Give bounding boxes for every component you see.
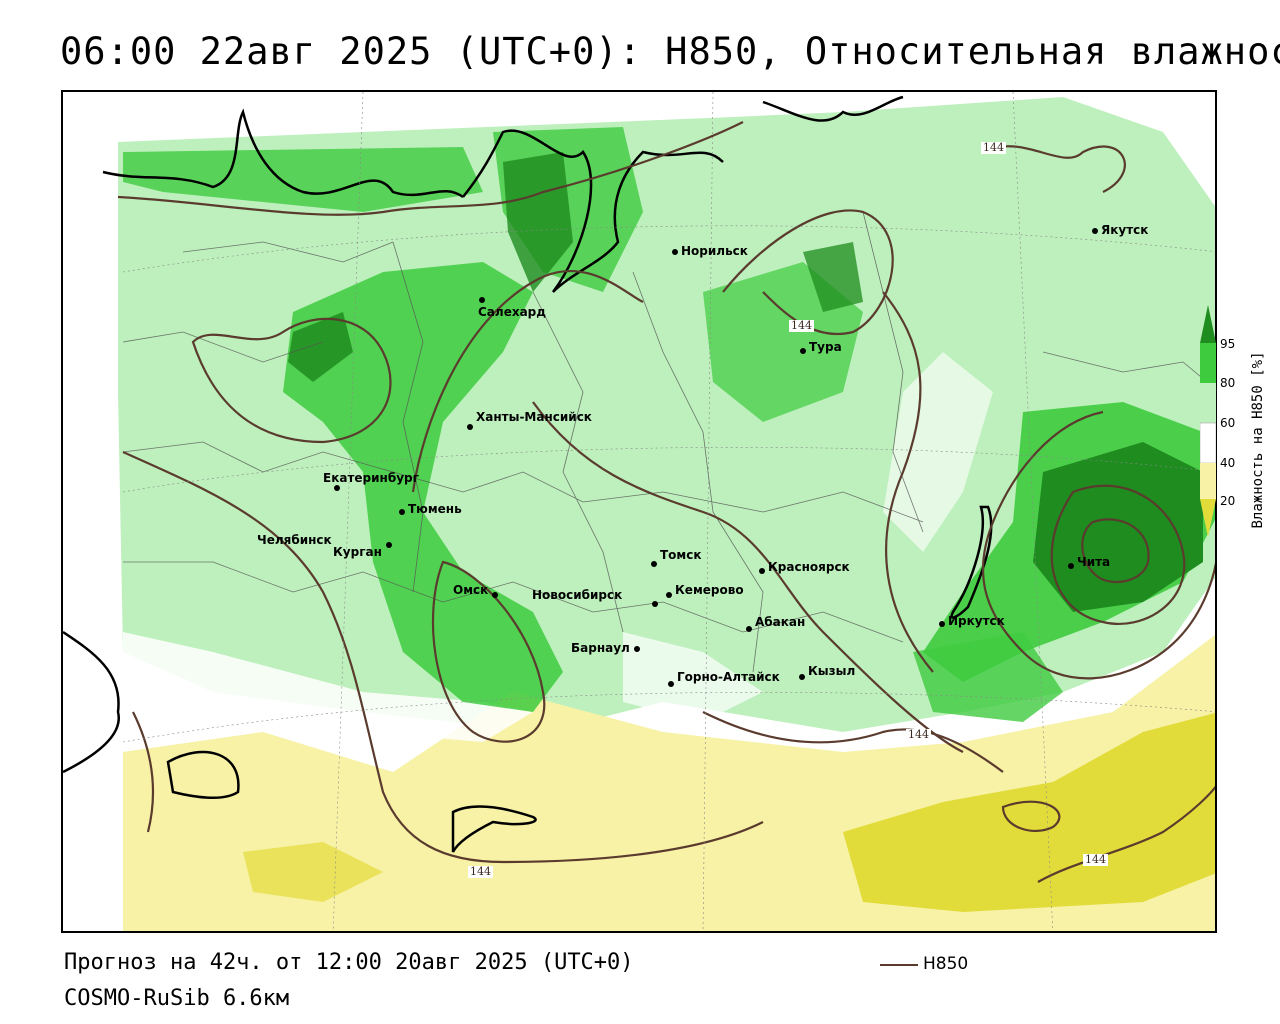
map-title: 06:00 22авг 2025 (UTC+0): H850, Относите… xyxy=(60,30,1280,73)
contour-legend-label: H850 xyxy=(923,954,969,974)
city-marker: Якутск xyxy=(1092,224,1148,236)
legend-tick: 95 xyxy=(1220,337,1236,351)
rh-dry-area xyxy=(843,713,1215,912)
city-marker: Красноярск xyxy=(759,561,850,576)
city-marker: Тура xyxy=(800,341,842,356)
city-marker: Салехард xyxy=(478,293,556,318)
graticule xyxy=(122,92,1215,931)
contour-label: 144 xyxy=(468,865,493,878)
rh-40-area-2 xyxy=(623,632,763,722)
rh-95-area-3 xyxy=(503,152,573,292)
admin-boundaries xyxy=(122,211,1215,673)
rh-80-area-2 xyxy=(123,147,483,212)
city-marker: Ханты-Мансийск xyxy=(467,411,592,432)
city-marker: Иркутск xyxy=(939,615,1005,629)
contour-label: 144 xyxy=(789,319,814,332)
rh-95-area-2 xyxy=(288,312,353,382)
city-marker: Омск xyxy=(453,584,501,598)
city-marker: Чита xyxy=(1068,556,1110,571)
legend-tick: 60 xyxy=(1220,416,1236,430)
h850-contours xyxy=(117,121,1215,883)
city-marker: Барнаул xyxy=(571,642,643,654)
legend-title: Влажность на H850 [%] xyxy=(1250,351,1266,529)
city-marker: Тюмень xyxy=(399,503,462,517)
city-marker: Новосибирск xyxy=(532,589,661,607)
rh-40-area xyxy=(123,632,533,742)
contour-label: 144 xyxy=(906,728,931,741)
contour-legend-line xyxy=(880,964,918,966)
legend-tick: 20 xyxy=(1220,494,1236,508)
forecast-info: Прогноз на 42ч. от 12:00 20авг 2025 (UTC… xyxy=(64,950,634,975)
humidity-field xyxy=(63,92,1215,931)
rh-40-area-3 xyxy=(883,352,993,552)
coastline xyxy=(63,95,993,853)
legend-tick: 40 xyxy=(1220,456,1236,470)
city-marker: Норильск xyxy=(672,245,748,257)
city-marker: Курган xyxy=(333,541,395,558)
legend-tick: 80 xyxy=(1220,376,1236,390)
rh-80-area xyxy=(283,262,563,712)
rh-95-area-4 xyxy=(803,242,863,312)
map-panel: 144 144 144 144 144 Якутск Норильск Сале… xyxy=(61,90,1217,933)
city-marker: Екатеринбург xyxy=(323,472,439,493)
rh-95-area xyxy=(1033,442,1203,612)
city-marker: Горно-Алтайск xyxy=(668,671,780,689)
humidity-colorbar xyxy=(1200,305,1216,537)
city-marker: Кемерово xyxy=(666,584,744,600)
contour-label: 144 xyxy=(981,141,1006,154)
city-marker: Томск xyxy=(651,549,702,569)
model-name: COSMO-RuSib 6.6км xyxy=(64,986,290,1011)
city-marker: Кызыл xyxy=(799,665,855,682)
city-marker: Челябинск xyxy=(257,533,332,547)
rh-dry-area-2 xyxy=(243,842,383,902)
city-marker: Абакан xyxy=(746,616,805,634)
contour-label: 144 xyxy=(1083,853,1108,866)
